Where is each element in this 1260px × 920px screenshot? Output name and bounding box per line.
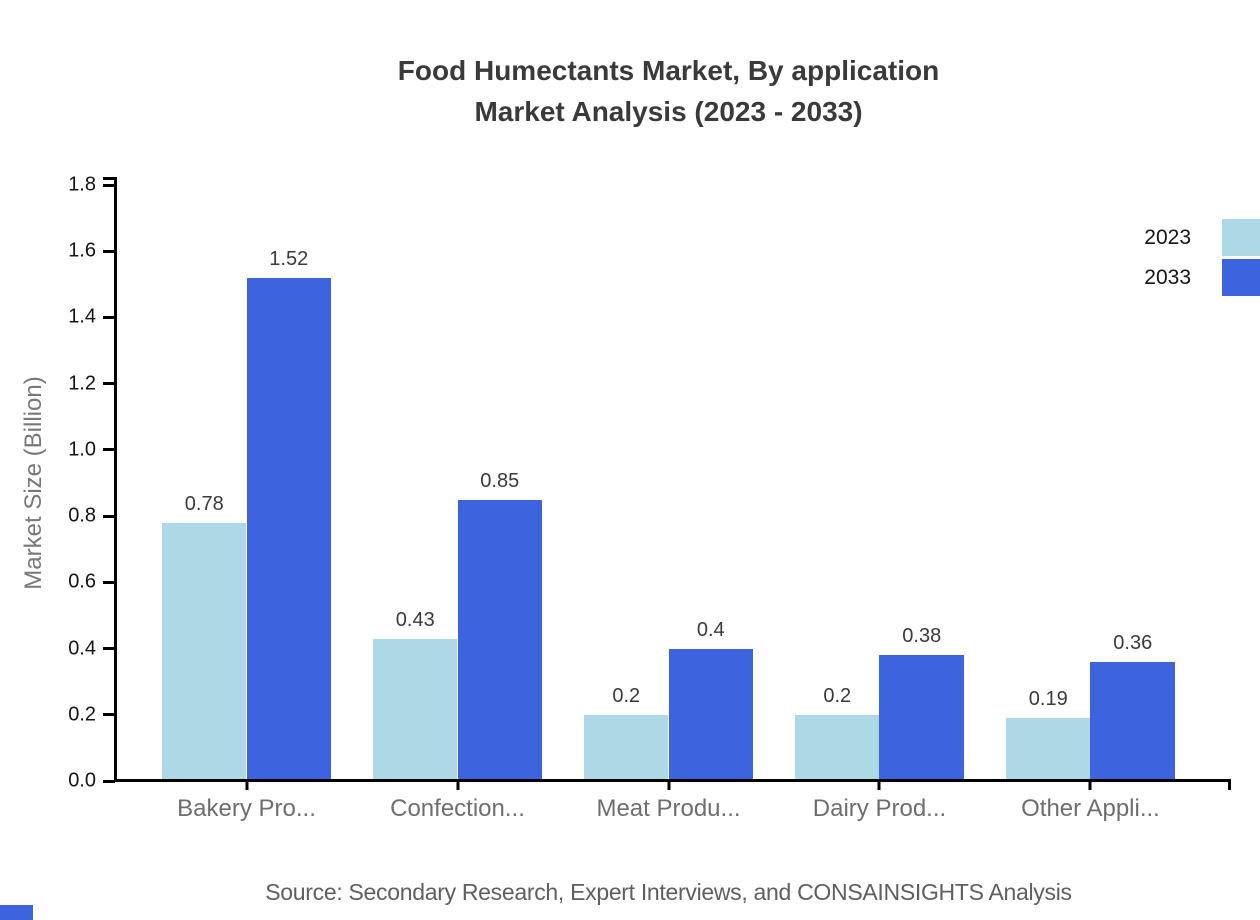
y-axis-title: Market Size (Billion) xyxy=(20,376,47,590)
source-attribution: Source: Secondary Research, Expert Inter… xyxy=(265,879,1072,905)
bar-2023 xyxy=(795,714,880,781)
y-tick-label: 1.2 xyxy=(68,372,96,395)
x-category-label: Other Appli... xyxy=(1021,795,1160,822)
legend-swatch-2033 xyxy=(1222,259,1260,296)
x-axis-line xyxy=(114,779,1231,782)
y-tick xyxy=(103,382,115,386)
y-tick xyxy=(103,249,115,253)
y-tick xyxy=(103,448,115,452)
legend-label-2023: 2023 xyxy=(1144,225,1191,249)
legend: 2023 2033 xyxy=(1144,219,1260,299)
legend-swatch-2023 xyxy=(1222,219,1260,256)
y-axis-line xyxy=(114,177,117,781)
bar-2033 xyxy=(879,655,964,781)
x-tick xyxy=(456,781,459,790)
y-tick-label: 1.8 xyxy=(68,173,96,196)
y-tick-label: 0.4 xyxy=(68,637,96,660)
y-tick-label: 0.8 xyxy=(68,504,96,527)
x-tick xyxy=(245,781,248,790)
bar-2023 xyxy=(584,714,669,781)
value-label-2023: 0.2 xyxy=(612,684,641,707)
y-tick-label: 0.0 xyxy=(68,769,96,792)
y-tick xyxy=(103,514,115,518)
y-tick xyxy=(103,580,115,584)
bar-2033 xyxy=(1090,661,1175,781)
bar-2023 xyxy=(162,522,247,781)
plot-area: 0.0 0.2 0.4 0.6 0.8 1.0 1.2 1.4 1.6 1.8 0.78 1.52 Ba… xyxy=(68,174,1231,822)
value-label-2033: 0.4 xyxy=(696,618,725,641)
bar-2023 xyxy=(373,638,458,781)
y-tick xyxy=(103,183,115,187)
y-tick xyxy=(103,647,115,651)
x-tick xyxy=(667,781,670,790)
x-axis-end-tick xyxy=(1228,781,1231,790)
chart-title-line2: Market Analysis (2023 - 2033) xyxy=(474,96,863,127)
y-tick-label: 0.2 xyxy=(68,703,96,726)
legend-label-2033: 2033 xyxy=(1144,265,1191,289)
y-tick-label: 0.6 xyxy=(68,570,96,593)
y-tick-label: 1.4 xyxy=(68,305,96,328)
value-label-2023: 0.2 xyxy=(823,684,852,707)
bar-2033 xyxy=(668,648,753,781)
y-tick-label: 1.6 xyxy=(68,239,96,262)
value-label-2023: 0.43 xyxy=(395,608,435,631)
chart-title: Food Humectants Market, By application M… xyxy=(115,50,1222,132)
x-category-label: Bakery Pro... xyxy=(177,795,316,822)
x-category-label: Confection... xyxy=(390,795,525,822)
value-label-2023: 0.19 xyxy=(1028,688,1068,711)
chart-title-line1: Food Humectants Market, By application xyxy=(397,55,940,86)
x-tick xyxy=(1088,781,1092,790)
value-label-2033: 0.38 xyxy=(902,625,942,648)
value-label-2033: 0.36 xyxy=(1113,631,1153,654)
y-tick xyxy=(103,779,115,783)
x-category-label: Meat Produ... xyxy=(596,795,741,822)
value-label-2023: 0.78 xyxy=(184,492,224,515)
legend-item-2033: 2033 xyxy=(1144,259,1260,296)
bar-2033 xyxy=(246,277,331,781)
y-tick xyxy=(103,713,115,717)
y-tick-label: 1.0 xyxy=(68,438,96,461)
bar-2023 xyxy=(1005,718,1091,781)
value-label-2033: 1.52 xyxy=(269,247,309,270)
value-label-2033: 0.85 xyxy=(480,469,520,492)
x-category-label: Dairy Prod... xyxy=(812,795,947,822)
bar-2033 xyxy=(457,499,542,781)
legend-item-2023: 2023 xyxy=(1144,219,1260,256)
y-tick xyxy=(103,315,115,319)
brand-corner-mark xyxy=(0,905,33,920)
x-tick xyxy=(877,781,881,790)
y-axis-cap-tick xyxy=(103,177,115,180)
